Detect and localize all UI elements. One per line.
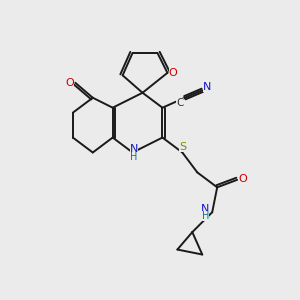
Text: N: N [203,82,212,92]
Text: H: H [202,211,209,221]
Text: O: O [169,68,177,78]
Text: O: O [65,78,74,88]
Text: N: N [130,144,138,154]
Text: H: H [130,152,137,162]
Text: N: N [201,204,209,214]
Text: O: O [238,174,247,184]
Text: C: C [176,98,184,108]
Text: S: S [179,142,186,152]
